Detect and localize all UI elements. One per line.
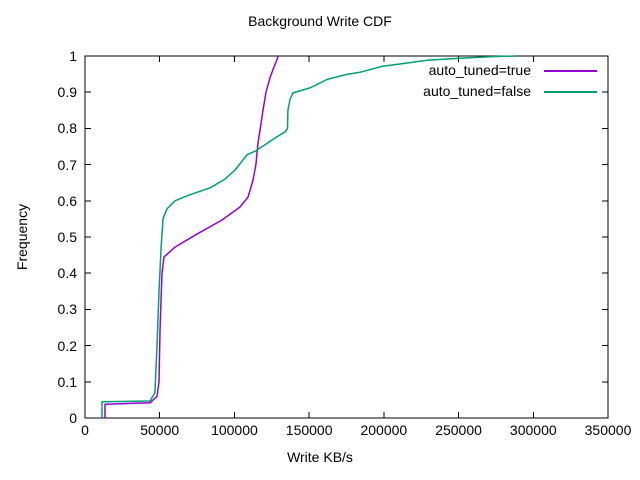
x-tick-label: 300000 bbox=[509, 422, 557, 438]
series-line-auto-tuned-true bbox=[104, 55, 279, 418]
chart-title: Background Write CDF bbox=[248, 13, 392, 29]
legend-label-auto-tuned-false: auto_tuned=false bbox=[423, 83, 531, 99]
legend-item-auto-tuned-true: auto_tuned=true bbox=[423, 62, 597, 79]
legend-item-auto-tuned-false: auto_tuned=false bbox=[423, 83, 597, 100]
x-tick-label: 250000 bbox=[435, 422, 482, 438]
y-tick-label: 0 bbox=[69, 410, 77, 426]
x-tick-label: 0 bbox=[81, 422, 89, 438]
y-tick-label: 0.8 bbox=[57, 120, 77, 137]
legend: auto_tuned=true auto_tuned=false bbox=[423, 62, 597, 100]
legend-label-auto-tuned-true: auto_tuned=true bbox=[428, 62, 531, 78]
y-tick-label: 0.5 bbox=[57, 229, 77, 245]
series-line-auto-tuned-false bbox=[101, 55, 515, 418]
plot-border bbox=[84, 55, 609, 419]
x-tick-label: 50000 bbox=[140, 422, 180, 438]
x-tick-label: 200000 bbox=[360, 422, 408, 438]
legend-line-sample-false bbox=[544, 90, 597, 93]
y-tick-label: 0.9 bbox=[57, 84, 77, 101]
y-tick-label: 0.6 bbox=[57, 192, 77, 209]
y-tick-label: 0.1 bbox=[57, 373, 77, 390]
x-axis-label: Write KB/s bbox=[287, 449, 353, 465]
y-tick-label: 0.2 bbox=[57, 337, 77, 354]
y-tick-label: 0.4 bbox=[57, 265, 77, 282]
y-tick-label: 1 bbox=[69, 48, 77, 64]
x-tick-label: 150000 bbox=[285, 422, 333, 438]
x-tick-label: 100000 bbox=[211, 422, 258, 438]
legend-line-sample-true bbox=[544, 69, 597, 72]
x-tick-label: 350000 bbox=[584, 422, 632, 438]
y-tick-label: 0.7 bbox=[57, 156, 77, 173]
y-tick-label: 0.3 bbox=[57, 301, 77, 318]
